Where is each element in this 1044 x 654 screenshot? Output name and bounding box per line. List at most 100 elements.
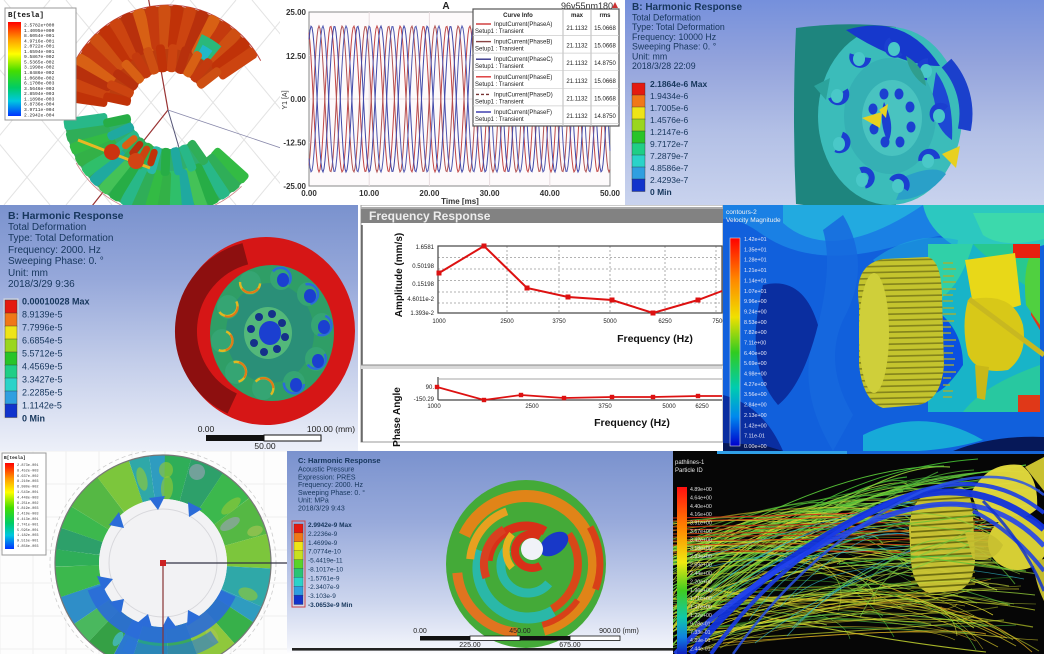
svg-text:Unit: mm: Unit: mm xyxy=(632,51,667,61)
svg-text:2.5782e+000: 2.5782e+000 xyxy=(24,23,55,29)
svg-text:8.9139e-5: 8.9139e-5 xyxy=(22,310,63,320)
svg-text:4.89e+00: 4.89e+00 xyxy=(690,487,712,493)
svg-text:3.42e+00: 3.42e+00 xyxy=(690,537,712,543)
svg-text:1.42e+01: 1.42e+01 xyxy=(744,237,767,243)
svg-text:9.7172e-7: 9.7172e-7 xyxy=(650,139,689,149)
svg-text:8.210e-003: 8.210e-003 xyxy=(17,480,39,484)
svg-text:1.6581: 1.6581 xyxy=(416,245,435,251)
svg-text:6.413e-001: 6.413e-001 xyxy=(17,518,39,522)
svg-text:0.00010028 Max: 0.00010028 Max xyxy=(22,297,90,307)
svg-text:2.93e+00: 2.93e+00 xyxy=(690,554,712,560)
svg-text:Y1 [A]: Y1 [A] xyxy=(282,90,289,109)
svg-text:4.448e-003: 4.448e-003 xyxy=(17,496,39,500)
svg-text:Type: Total Deformation: Type: Total Deformation xyxy=(8,233,113,244)
svg-text:InputCurrent(PhaseA): InputCurrent(PhaseA) xyxy=(494,22,552,28)
svg-text:Frequency: 2000. Hz: Frequency: 2000. Hz xyxy=(8,245,101,256)
svg-text:3.5646e-003: 3.5646e-003 xyxy=(24,86,55,92)
svg-text:21.1132: 21.1132 xyxy=(566,26,588,32)
svg-text:6.251e-002: 6.251e-002 xyxy=(17,502,39,506)
svg-text:15.0668: 15.0668 xyxy=(594,44,616,50)
svg-text:B[tesla]: B[tesla] xyxy=(8,12,44,20)
svg-text:Curve Info: Curve Info xyxy=(503,13,533,19)
svg-text:6.980e-002: 6.980e-002 xyxy=(17,486,39,490)
svg-text:Time [ms]: Time [ms] xyxy=(441,197,479,205)
svg-text:1.4095e+000: 1.4095e+000 xyxy=(24,28,55,34)
svg-text:-25.00: -25.00 xyxy=(283,182,306,191)
svg-text:Total Deformation: Total Deformation xyxy=(632,13,701,23)
svg-text:Setup1 : Transient: Setup1 : Transient xyxy=(475,47,524,53)
svg-text:1.6594e-001: 1.6594e-001 xyxy=(24,49,55,55)
svg-text:1.42e+00: 1.42e+00 xyxy=(744,423,767,429)
svg-text:0 Min: 0 Min xyxy=(650,187,672,197)
svg-text:3750: 3750 xyxy=(552,319,566,325)
svg-text:0.15198: 0.15198 xyxy=(412,282,434,288)
svg-text:2.4293e-7: 2.4293e-7 xyxy=(650,175,689,185)
svg-text:6.1700e-003: 6.1700e-003 xyxy=(24,81,55,87)
svg-text:4.4569e-5: 4.4569e-5 xyxy=(22,362,63,372)
svg-text:15.0668: 15.0668 xyxy=(594,26,616,32)
svg-text:21.1132: 21.1132 xyxy=(566,96,588,102)
svg-text:-3.103e-9: -3.103e-9 xyxy=(308,593,336,600)
svg-text:7.82e+00: 7.82e+00 xyxy=(744,330,767,336)
svg-text:1.9434e-6: 1.9434e-6 xyxy=(650,91,689,101)
svg-text:Setup1 : Transient: Setup1 : Transient xyxy=(475,29,524,35)
svg-text:0.50198: 0.50198 xyxy=(412,264,434,270)
svg-text:3.3427e-5: 3.3427e-5 xyxy=(22,375,63,385)
svg-text:A: A xyxy=(442,1,449,12)
svg-text:5000: 5000 xyxy=(662,404,676,410)
svg-text:0.00: 0.00 xyxy=(198,424,215,434)
svg-text:4.6011e-2: 4.6011e-2 xyxy=(407,297,434,303)
svg-text:2.873e-001: 2.873e-001 xyxy=(17,464,39,468)
svg-text:1000: 1000 xyxy=(432,319,446,325)
svg-text:Unit: MPa: Unit: MPa xyxy=(298,498,329,505)
svg-text:21.1132: 21.1132 xyxy=(566,61,588,67)
svg-text:2500: 2500 xyxy=(525,404,539,410)
svg-text:8.6054e-001: 8.6054e-001 xyxy=(24,33,55,39)
svg-text:50.00: 50.00 xyxy=(254,441,276,451)
svg-text:450.00: 450.00 xyxy=(509,628,531,635)
svg-text:8.53e+00: 8.53e+00 xyxy=(744,320,767,326)
svg-text:5.69e+00: 5.69e+00 xyxy=(744,361,767,367)
svg-text:0.00: 0.00 xyxy=(413,628,427,635)
svg-text:14.8750: 14.8750 xyxy=(594,114,616,120)
svg-text:9.515e-001: 9.515e-001 xyxy=(17,540,39,544)
svg-text:21.1132: 21.1132 xyxy=(566,79,588,85)
svg-text:2.2236e-9: 2.2236e-9 xyxy=(308,531,338,538)
svg-text:2.419e-003: 2.419e-003 xyxy=(17,513,39,517)
svg-text:900.00 (mm): 900.00 (mm) xyxy=(599,628,639,635)
svg-text:7.2879e-7: 7.2879e-7 xyxy=(650,151,689,161)
svg-text:Frequency: 10000 Hz: Frequency: 10000 Hz xyxy=(632,32,716,42)
svg-text:1000: 1000 xyxy=(427,404,441,410)
svg-text:Setup1 : Transient: Setup1 : Transient xyxy=(475,64,524,70)
svg-text:-5.4419e-11: -5.4419e-11 xyxy=(308,558,343,565)
svg-text:2.1864e-6 Max: 2.1864e-6 Max xyxy=(650,79,707,89)
svg-text:675.00: 675.00 xyxy=(559,642,581,649)
svg-text:2018/3/29 9:43: 2018/3/29 9:43 xyxy=(298,506,345,513)
svg-text:30.00: 30.00 xyxy=(480,189,501,198)
svg-text:3.91e+00: 3.91e+00 xyxy=(690,521,712,527)
svg-text:2.2285e-5: 2.2285e-5 xyxy=(22,388,63,398)
svg-text:5.819e-003: 5.819e-003 xyxy=(17,507,39,511)
svg-text:15.0668: 15.0668 xyxy=(594,96,616,102)
svg-text:225.00: 225.00 xyxy=(459,642,481,649)
svg-text:Expression: PRES: Expression: PRES xyxy=(298,474,356,481)
svg-text:max: max xyxy=(571,13,584,19)
svg-text:7500: 7500 xyxy=(712,319,723,325)
svg-text:Velocity Magnitude: Velocity Magnitude xyxy=(726,217,781,224)
svg-text:1.35e+01: 1.35e+01 xyxy=(744,247,767,253)
svg-text:6250: 6250 xyxy=(695,404,709,410)
svg-text:4.40e+00: 4.40e+00 xyxy=(690,504,712,510)
svg-text:InputCurrent(PhaseC): InputCurrent(PhaseC) xyxy=(494,57,553,63)
svg-text:7.11e-01: 7.11e-01 xyxy=(744,434,765,440)
svg-text:1.07e+01: 1.07e+01 xyxy=(744,289,767,295)
svg-text:-1.5761e-9: -1.5761e-9 xyxy=(308,575,340,582)
svg-text:5.595e-001: 5.595e-001 xyxy=(17,529,39,533)
svg-text:contours-2: contours-2 xyxy=(726,209,757,216)
svg-text:Frequency (Hz): Frequency (Hz) xyxy=(617,333,693,345)
svg-text:2.84e+00: 2.84e+00 xyxy=(744,403,767,409)
svg-text:1.7005e-6: 1.7005e-6 xyxy=(650,103,689,113)
svg-text:3.67e+00: 3.67e+00 xyxy=(690,529,712,535)
svg-text:15.0668: 15.0668 xyxy=(594,79,616,85)
svg-text:rms: rms xyxy=(599,13,611,19)
svg-text:2018/3/28 22:09: 2018/3/28 22:09 xyxy=(632,61,696,71)
